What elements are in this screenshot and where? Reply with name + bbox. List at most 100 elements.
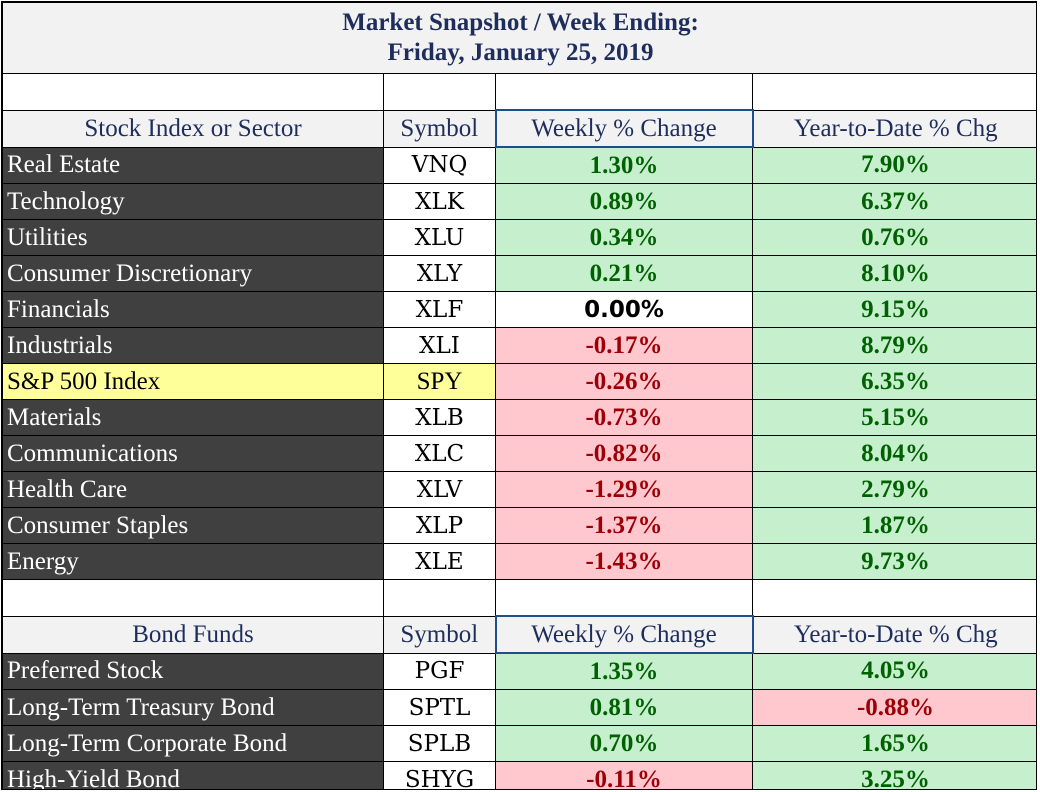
row-name: Long-Term Corporate Bond (2, 725, 384, 762)
row-symbol: XLI (383, 327, 496, 364)
stock-row: Health Care XLV -1.29% 2.79% (2, 471, 1036, 508)
row-weekly-change: 0.21% (495, 255, 753, 292)
row-ytd-change: 9.73% (752, 543, 1036, 580)
spacer-row (2, 579, 1036, 617)
row-symbol: VNQ (383, 146, 496, 184)
row-weekly-change: 1.35% (495, 652, 753, 690)
row-ytd-change: 2.79% (752, 471, 1036, 508)
row-name: High-Yield Bond (2, 761, 384, 789)
spacer-cell (383, 73, 496, 111)
row-name: Technology (2, 183, 384, 220)
row-symbol: XLV (383, 471, 496, 508)
stock-row: Financials XLF 0.00% 9.15% (2, 291, 1036, 328)
bond-row: High-Yield Bond SHYG -0.11% 3.25% (2, 761, 1036, 789)
row-weekly-change: 1.30% (495, 146, 753, 184)
row-ytd-change: 1.65% (752, 725, 1036, 762)
row-weekly-change: 0.70% (495, 725, 753, 762)
spacer-cell (2, 579, 384, 617)
row-ytd-change: 3.25% (752, 761, 1036, 789)
row-symbol: XLP (383, 507, 496, 544)
spacer-cell (2, 73, 384, 111)
row-weekly-change: 0.81% (495, 689, 753, 726)
title-line-2: Friday, January 25, 2019 (387, 39, 654, 66)
title-line-1: Market Snapshot / Week Ending: (342, 9, 699, 36)
bond-col-header-ytd: Year-to-Date % Chg (752, 615, 1036, 654)
row-name: Health Care (2, 471, 384, 508)
row-name: Energy (2, 543, 384, 580)
row-ytd-change: 6.35% (752, 363, 1036, 400)
row-symbol: XLB (383, 399, 496, 436)
row-symbol: XLU (383, 219, 496, 256)
stock-row: Technology XLK 0.89% 6.37% (2, 183, 1036, 220)
stock-col-header-symbol: Symbol (383, 109, 496, 148)
bond-col-header-weekly: Weekly % Change (494, 615, 754, 654)
row-ytd-change: 9.15% (752, 291, 1036, 328)
stock-col-header-name: Stock Index or Sector (2, 109, 384, 148)
stock-col-header-weekly: Weekly % Change (494, 109, 754, 148)
spacer-cell (752, 579, 1036, 617)
row-name: Consumer Staples (2, 507, 384, 544)
row-ytd-change: 4.05% (752, 652, 1036, 690)
row-ytd-change: 8.10% (752, 255, 1036, 292)
stock-row: Consumer Staples XLP -1.37% 1.87% (2, 507, 1036, 544)
spacer-cell (495, 73, 753, 111)
row-symbol: XLC (383, 435, 496, 472)
stock-rows: Real Estate VNQ 1.30% 7.90% Technology XLK 0.8… (2, 146, 1036, 580)
row-name: Preferred Stock (2, 652, 384, 690)
bond-row: Long-Term Treasury Bond SPTL 0.81% -0.88% (2, 689, 1036, 726)
row-weekly-change: -1.29% (495, 471, 753, 508)
row-symbol: PGF (383, 652, 496, 690)
report-title: Market Snapshot / Week Ending: Friday, J… (2, 2, 1036, 74)
row-name: Utilities (2, 219, 384, 256)
stock-row: Industrials XLI -0.17% 8.79% (2, 327, 1036, 364)
spacer-row (2, 73, 1036, 111)
row-name: Consumer Discretionary (2, 255, 384, 292)
row-weekly-change: -0.73% (495, 399, 753, 436)
row-weekly-change: -1.37% (495, 507, 753, 544)
spacer-cell (383, 579, 496, 617)
row-ytd-change: 0.76% (752, 219, 1036, 256)
row-name: Financials (2, 291, 384, 328)
row-symbol: XLY (383, 255, 496, 292)
row-ytd-change: 5.15% (752, 399, 1036, 436)
bond-rows: Preferred Stock PGF 1.35% 4.05% Long-Term Tr… (2, 652, 1036, 789)
spacer-cell (752, 73, 1036, 111)
bond-header-row: Bond Funds Symbol Weekly % Change Year-t… (2, 615, 1036, 654)
row-symbol: SPY (383, 363, 496, 400)
row-name: S&P 500 Index (2, 363, 384, 400)
row-weekly-change: 0.34% (495, 219, 753, 256)
stock-col-header-ytd: Year-to-Date % Chg (752, 109, 1036, 148)
row-symbol: SPLB (383, 725, 496, 762)
bond-col-header-symbol: Symbol (383, 615, 496, 654)
row-name: Real Estate (2, 146, 384, 184)
stock-header-row: Stock Index or Sector Symbol Weekly % Ch… (2, 109, 1036, 148)
row-symbol: XLF (383, 291, 496, 328)
stock-row: Utilities XLU 0.34% 0.76% (2, 219, 1036, 256)
row-ytd-change: 7.90% (752, 146, 1036, 184)
stock-row: Materials XLB -0.73% 5.15% (2, 399, 1036, 436)
spacer-cell (495, 579, 753, 617)
bond-col-header-name: Bond Funds (2, 615, 384, 654)
bond-row: Preferred Stock PGF 1.35% 4.05% (2, 652, 1036, 690)
row-ytd-change: 8.04% (752, 435, 1036, 472)
stock-row: Communications XLC -0.82% 8.04% (2, 435, 1036, 472)
row-weekly-change: 0.89% (495, 183, 753, 220)
row-name: Long-Term Treasury Bond (2, 689, 384, 726)
row-ytd-change: -0.88% (752, 689, 1036, 726)
row-symbol: SPTL (383, 689, 496, 726)
row-symbol: XLK (383, 183, 496, 220)
row-ytd-change: 1.87% (752, 507, 1036, 544)
row-name: Communications (2, 435, 384, 472)
row-weekly-change: -1.43% (495, 543, 753, 580)
bond-row: Long-Term Corporate Bond SPLB 0.70% 1.65% (2, 725, 1036, 762)
row-ytd-change: 6.37% (752, 183, 1036, 220)
row-symbol: XLE (383, 543, 496, 580)
stock-row: Energy XLE -1.43% 9.73% (2, 543, 1036, 580)
row-symbol: SHYG (383, 761, 496, 789)
stock-row: Consumer Discretionary XLY 0.21% 8.10% (2, 255, 1036, 292)
title-row: Market Snapshot / Week Ending: Friday, J… (2, 2, 1036, 74)
row-ytd-change: 8.79% (752, 327, 1036, 364)
row-weekly-change: -0.17% (495, 327, 753, 364)
